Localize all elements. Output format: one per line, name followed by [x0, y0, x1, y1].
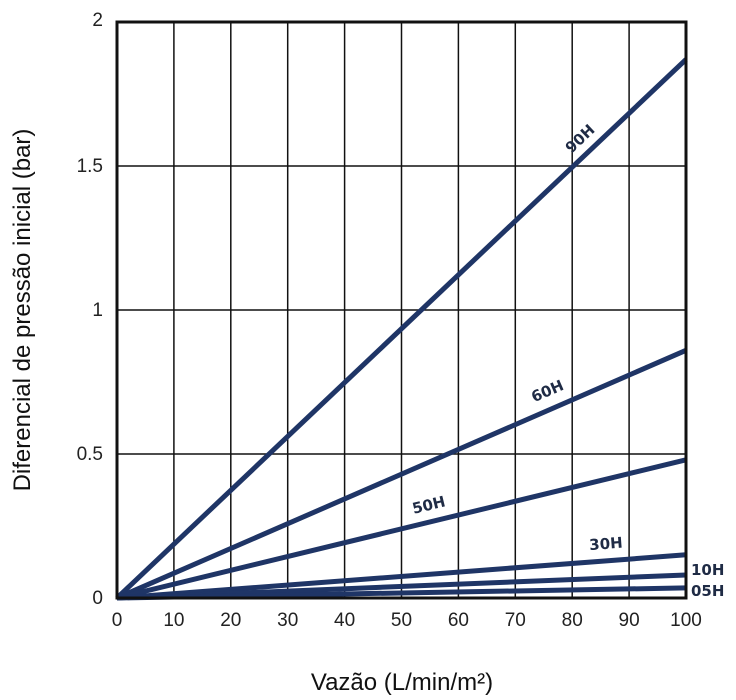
x-tick-label: 40 — [334, 610, 355, 631]
series-line-90H — [115, 57, 688, 600]
series-labels: 90H 60H 50H 30H 10H 05H — [410, 121, 724, 600]
y-tick-label: 0.5 — [77, 444, 103, 465]
y-axis-title: Diferencial de pressão inicial (bar) — [9, 129, 36, 492]
series-label-50H: 50H — [410, 492, 447, 517]
series-line-30H — [116, 552, 687, 601]
x-tick-label: 50 — [391, 610, 412, 631]
x-tick-label: 30 — [277, 610, 298, 631]
y-tick-label: 2 — [92, 10, 103, 31]
series-line-60H — [116, 348, 687, 601]
x-tick-label: 20 — [220, 610, 241, 631]
series-label-05H: 05H — [691, 582, 724, 600]
y-tick-label: 1 — [92, 300, 103, 321]
series-line-05H — [116, 585, 687, 601]
plot-frame — [115, 20, 688, 600]
series-label-10H: 10H — [691, 561, 724, 579]
y-tick-label: 0 — [92, 588, 103, 609]
x-tick-label: 10 — [163, 610, 184, 631]
plot-border — [115, 20, 688, 600]
series-line-50H — [116, 457, 687, 601]
x-tick-label: 70 — [505, 610, 526, 631]
x-tick-label: 100 — [670, 610, 702, 631]
series-lines — [115, 57, 688, 601]
y-tick-labels: 0 0.5 1 1.5 2 — [77, 10, 103, 609]
x-axis-title: Vazão (L/min/m²) — [311, 669, 493, 696]
x-tick-label: 60 — [448, 610, 469, 631]
x-tick-label: 90 — [619, 610, 640, 631]
x-tick-label: 0 — [112, 610, 123, 631]
x-tick-label: 80 — [562, 610, 583, 631]
series-label-60H: 60H — [529, 376, 567, 406]
y-tick-label: 1.5 — [77, 156, 103, 177]
grid — [116, 21, 687, 599]
series-label-90H: 90H — [562, 121, 599, 157]
series-label-30H: 30H — [589, 534, 624, 554]
x-tick-labels: 0 10 20 30 40 50 60 70 80 90 100 — [112, 610, 702, 631]
